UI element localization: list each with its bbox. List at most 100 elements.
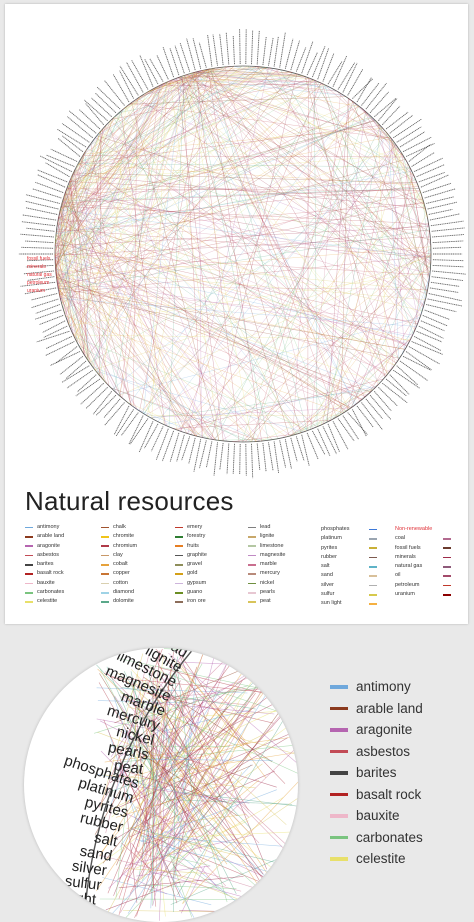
ring-label-mark bbox=[46, 163, 70, 177]
legend-item: dolomite bbox=[101, 597, 137, 606]
ring-label-mark bbox=[233, 36, 234, 64]
legend-item: fossil fuels bbox=[395, 544, 451, 553]
legend-label: platinum bbox=[321, 534, 363, 543]
ring-label-mark bbox=[426, 305, 456, 312]
legend-swatch bbox=[175, 536, 183, 538]
chord-link bbox=[62, 204, 408, 345]
legend-swatch bbox=[248, 573, 256, 575]
chord-link bbox=[70, 155, 403, 182]
legend-swatch bbox=[248, 592, 256, 594]
legend-item: forestry bbox=[175, 532, 207, 541]
ring-label-mark bbox=[406, 143, 434, 156]
chord-link bbox=[167, 82, 420, 316]
legend-label: peat bbox=[260, 597, 271, 606]
ring-label-mark bbox=[180, 43, 190, 72]
ring-label-mark bbox=[378, 98, 397, 120]
legend-label: oil bbox=[395, 571, 437, 580]
legend-label: iron ore bbox=[187, 597, 206, 606]
ring-label-mark bbox=[378, 387, 397, 405]
ring-label-mark bbox=[302, 435, 310, 466]
ring-label-mark bbox=[157, 55, 169, 79]
legend-item: coal bbox=[395, 534, 451, 543]
ring-label-mark bbox=[333, 421, 348, 449]
ring-label-mark bbox=[431, 221, 464, 226]
legend-item: aragonite bbox=[25, 542, 64, 551]
ring-label-mark bbox=[403, 356, 431, 370]
legend-label: pearls bbox=[260, 588, 275, 597]
legend-label: lead bbox=[260, 523, 270, 532]
legend-swatch bbox=[443, 547, 451, 549]
legend-item: arable land bbox=[25, 532, 64, 541]
ring-label-mark bbox=[323, 426, 337, 454]
ring-label-mark bbox=[423, 183, 451, 192]
ring-label-mark bbox=[348, 69, 363, 95]
legend-item: barites bbox=[25, 560, 64, 569]
ring-label-mark bbox=[213, 35, 218, 66]
enlarged-legend-item: bauxite bbox=[330, 805, 423, 827]
chord-link bbox=[206, 70, 337, 417]
chord-link bbox=[391, 138, 404, 350]
ring-label-mark bbox=[429, 209, 453, 214]
chord-link bbox=[368, 114, 401, 153]
legend-item: sand bbox=[321, 571, 377, 580]
ring-label-mark bbox=[22, 222, 55, 226]
legend-item: chromium bbox=[101, 542, 137, 551]
ring-label-mark bbox=[240, 29, 241, 64]
legend-swatch bbox=[175, 601, 183, 603]
chord-link bbox=[111, 388, 253, 442]
legend-item: chalk bbox=[101, 523, 137, 532]
chord-link bbox=[282, 340, 410, 438]
legend-label: bauxite bbox=[37, 579, 55, 588]
legend-item: lignite bbox=[248, 532, 285, 541]
legend-swatch bbox=[443, 585, 451, 587]
enlarged-legend-item: antimony bbox=[330, 676, 423, 698]
zoom-detail: leadlignitelimestonemagnesitemarblemercu… bbox=[24, 648, 298, 922]
ring-label-mark bbox=[432, 235, 464, 238]
legend-swatch bbox=[25, 601, 33, 603]
legend-label: fossil fuels bbox=[395, 544, 437, 553]
legend-label: gravel bbox=[187, 560, 202, 569]
legend-label: guano bbox=[187, 588, 202, 597]
ring-label-mark bbox=[175, 46, 184, 74]
ring-label-mark bbox=[263, 37, 266, 65]
ring-label-mark bbox=[280, 33, 286, 68]
legend-item: guano bbox=[175, 588, 207, 597]
chord-link bbox=[133, 99, 137, 407]
chord-link bbox=[66, 80, 314, 190]
legend-label: clay bbox=[113, 551, 123, 560]
ring-label-mark bbox=[285, 39, 293, 69]
legend-label: sand bbox=[321, 571, 363, 580]
ring-label-mark bbox=[246, 444, 247, 476]
ring-label-mark bbox=[403, 137, 431, 151]
ring-label-mark bbox=[208, 35, 212, 67]
ring-label-mark bbox=[116, 409, 133, 436]
ring-label-mark bbox=[296, 48, 306, 72]
legend-item: sun light bbox=[321, 599, 377, 608]
legend-swatch bbox=[101, 564, 109, 566]
ring-label-mark bbox=[412, 153, 435, 167]
legend-item: carbonates bbox=[25, 588, 64, 597]
ring-label-mark bbox=[348, 413, 368, 435]
ring-label-mark bbox=[81, 383, 104, 404]
ring-label-mark bbox=[428, 299, 462, 306]
ring-label-mark bbox=[428, 202, 458, 209]
legend-label: dolomite bbox=[113, 597, 134, 606]
ring-label-mark bbox=[419, 172, 445, 182]
legend-label: carbonates bbox=[356, 830, 423, 845]
legend-swatch bbox=[25, 564, 33, 566]
ring-label-mark bbox=[419, 326, 444, 338]
ring-label-mark bbox=[343, 416, 359, 440]
ring-label-mark bbox=[37, 170, 67, 182]
ring-label-mark bbox=[96, 395, 116, 415]
legend-item: copper bbox=[101, 569, 137, 578]
legend-label: aragonite bbox=[356, 722, 412, 737]
ring-label-mark bbox=[280, 440, 286, 467]
legend-item: asbestos bbox=[25, 551, 64, 560]
ring-label-mark bbox=[227, 444, 229, 475]
legend-label: salt bbox=[321, 562, 363, 571]
legend-swatch bbox=[330, 857, 348, 861]
ring-label-mark bbox=[20, 234, 53, 237]
legend-swatch bbox=[175, 592, 183, 594]
